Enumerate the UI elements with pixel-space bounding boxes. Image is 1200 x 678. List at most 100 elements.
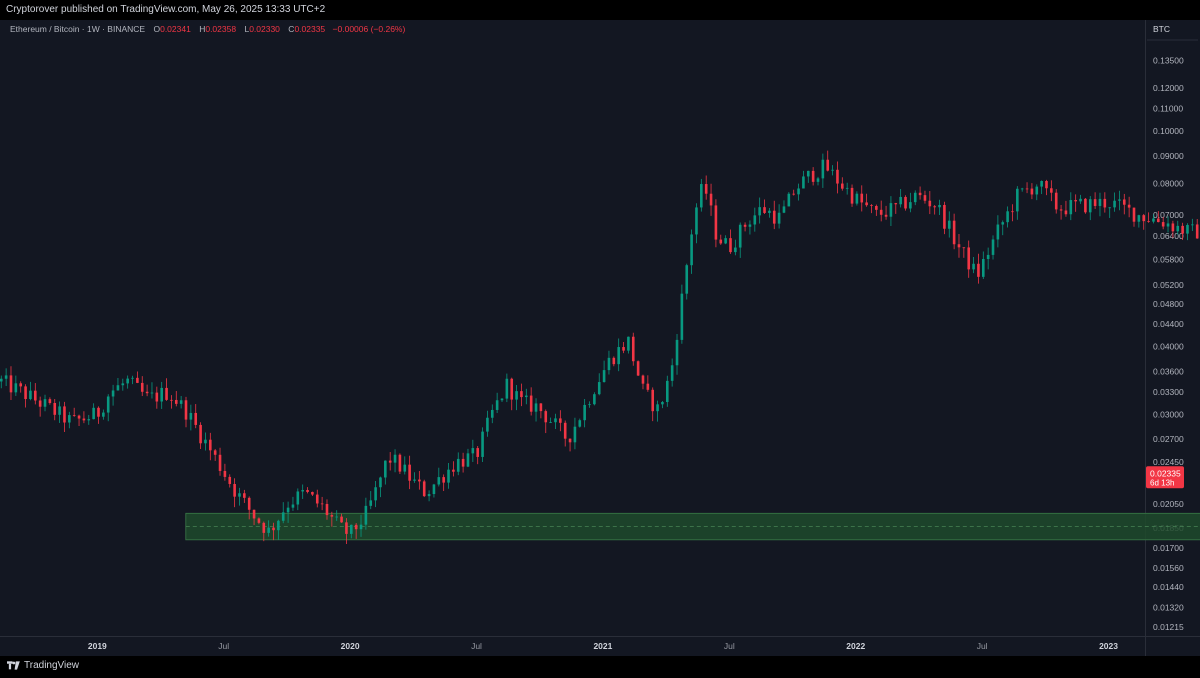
candle-body: [700, 184, 703, 208]
candle-body: [855, 193, 859, 204]
candle-body: [1152, 218, 1155, 222]
candle-body: [593, 394, 596, 405]
candle-body: [247, 497, 251, 510]
candle-body: [466, 453, 470, 467]
y-tick-label: 0.04400: [1153, 319, 1184, 329]
candle-body: [495, 400, 499, 410]
y-tick-label: 0.02450: [1153, 457, 1184, 467]
y-tick-label: 0.03600: [1153, 366, 1184, 376]
candle-body: [68, 415, 71, 423]
open-label: O: [153, 24, 161, 34]
candle-body: [92, 407, 95, 420]
bottom-bar: [0, 656, 1200, 678]
candle-body: [753, 215, 757, 225]
candle-body: [1079, 198, 1082, 202]
candle-body: [884, 214, 888, 217]
candle-body: [1161, 222, 1165, 227]
candle-body: [170, 399, 173, 401]
change-value: −0.00006 (−0.26%): [332, 24, 406, 34]
candle-body: [1030, 188, 1034, 195]
candle-body: [967, 247, 971, 270]
candle-body: [1186, 224, 1189, 234]
candle-body: [525, 395, 528, 398]
candle-body: [1113, 200, 1116, 208]
candle-body: [199, 424, 202, 444]
candle-body: [685, 265, 689, 294]
candle-body: [651, 389, 655, 412]
candle-body: [4, 375, 8, 379]
x-tick-label: Jul: [471, 641, 482, 651]
x-tick-label: Jul: [724, 641, 735, 651]
candle-body: [97, 407, 100, 417]
x-tick-label: 2023: [1099, 641, 1118, 651]
candle-body: [933, 206, 936, 208]
candle-body: [1181, 225, 1184, 234]
y-tick-label: 0.11000: [1153, 104, 1183, 114]
candle-body: [233, 483, 236, 497]
candle-body: [238, 493, 241, 497]
candle-body: [447, 469, 450, 483]
candle-body: [1147, 221, 1150, 222]
y-tick-label: 0.06400: [1153, 231, 1184, 241]
candle-body: [665, 380, 669, 403]
candle-body: [957, 244, 961, 248]
candle-body: [9, 375, 13, 393]
candle-body: [729, 238, 732, 253]
candle-body: [131, 377, 134, 379]
candle-body: [257, 518, 261, 523]
candle-body: [218, 454, 222, 471]
candle-body: [82, 418, 86, 421]
candle-body: [471, 448, 475, 454]
candle-body: [452, 469, 455, 472]
candle-body: [1132, 207, 1136, 222]
candle-body: [1176, 225, 1180, 232]
last-price-tag[interactable]: [1146, 466, 1184, 489]
candle-body: [534, 403, 538, 412]
candle-body: [704, 184, 708, 194]
candle-body: [972, 263, 975, 270]
candle-body: [510, 378, 514, 400]
candle-body: [150, 392, 154, 394]
x-tick-label: 2022: [846, 641, 865, 651]
candle-body: [879, 209, 883, 215]
candle-body: [909, 202, 912, 209]
candle-body: [641, 375, 645, 384]
chart-frame[interactable]: [0, 20, 1200, 656]
y-tick-label: 0.09000: [1153, 151, 1184, 161]
candle-body: [631, 336, 635, 362]
candle-body: [695, 207, 698, 235]
candle-body: [442, 477, 445, 483]
candle-body: [291, 504, 295, 508]
candle-body: [947, 220, 951, 229]
candle-body: [228, 476, 232, 484]
price-chart[interactable]: BTC 0.13500 0.12000 0.11000 0.10000 0.09000 0.…: [0, 0, 1200, 656]
y-tick-label: 0.05800: [1153, 254, 1184, 264]
candle-body: [573, 426, 577, 443]
candle-body: [505, 378, 509, 399]
candle-body: [374, 487, 377, 501]
candle-body: [1171, 223, 1175, 232]
candle-body: [860, 193, 864, 203]
candle-body: [714, 205, 718, 240]
close-label: C: [288, 24, 295, 34]
y-tick-label: 0.07000: [1153, 210, 1184, 220]
candle-body: [709, 193, 713, 206]
candle-body: [330, 515, 334, 517]
low-value: 0.02330: [249, 24, 280, 34]
candle-body: [568, 438, 572, 443]
candle-body: [209, 439, 212, 451]
low-label: L: [244, 24, 250, 34]
candle-body: [690, 234, 693, 266]
publish-header: Cryptorover published on TradingView.com…: [0, 0, 1200, 20]
candle-body: [53, 402, 57, 415]
brand[interactable]: TradingView: [7, 660, 79, 671]
candle-body: [831, 169, 834, 171]
candle-body: [1020, 188, 1024, 190]
candle-body: [0, 378, 3, 382]
symbol-name[interactable]: Ethereum / Bitcoin · 1W · BINANCE: [10, 24, 146, 34]
candle-body: [106, 396, 110, 413]
candle-body: [724, 238, 727, 244]
candle-body: [126, 378, 129, 384]
candle-body: [952, 220, 956, 245]
candle-body: [476, 448, 479, 457]
